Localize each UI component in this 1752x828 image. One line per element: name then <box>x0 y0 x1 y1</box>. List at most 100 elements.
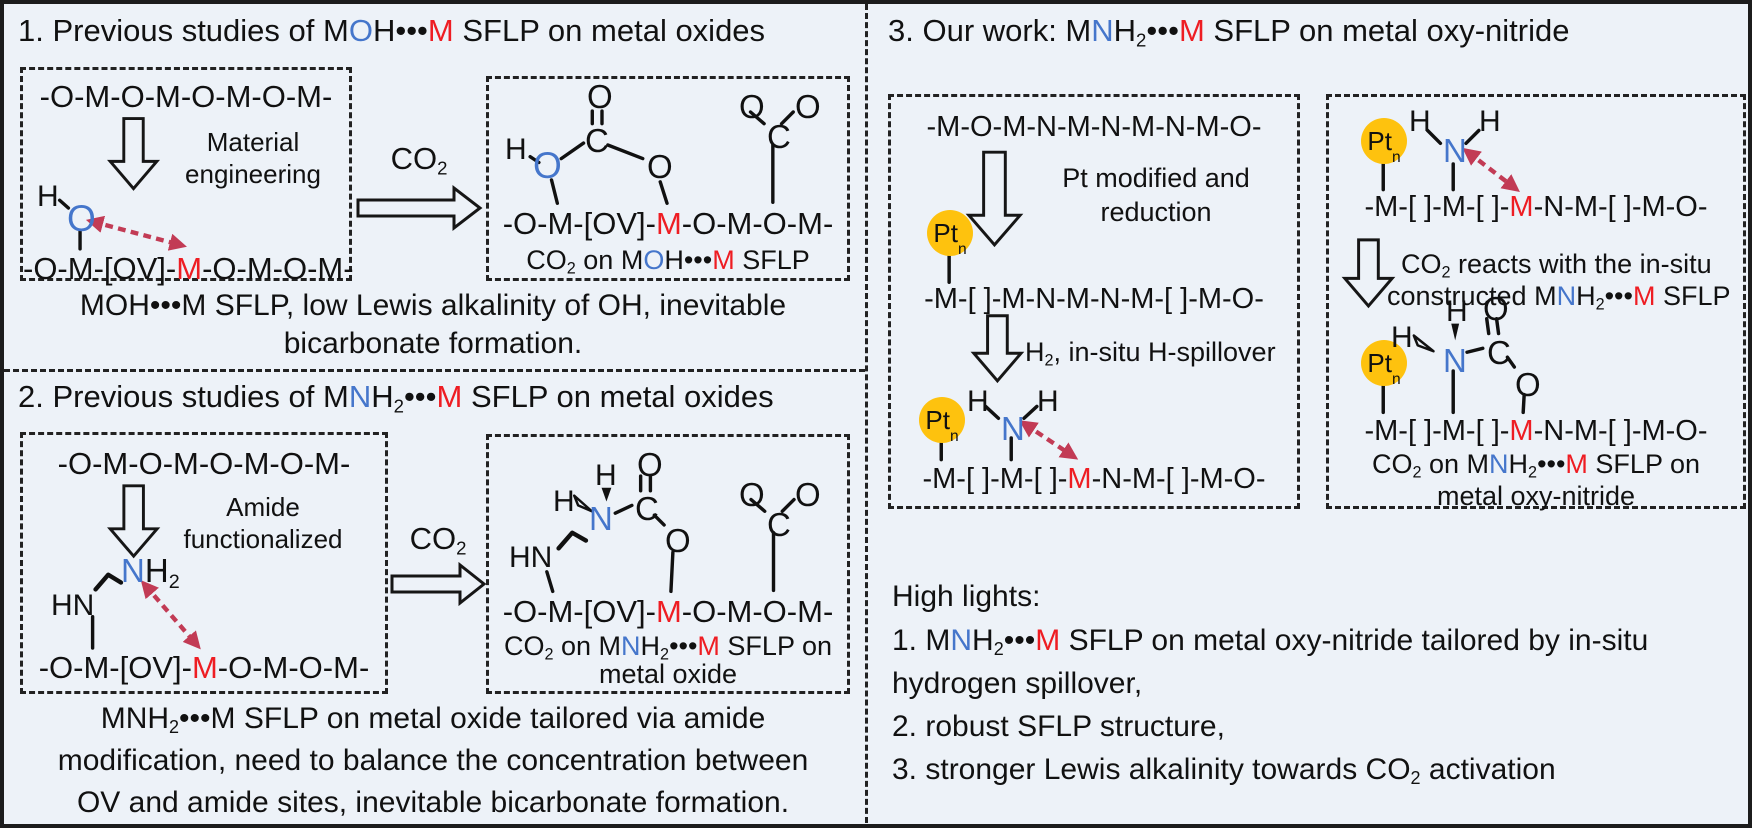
carbon-atom: C <box>767 118 791 155</box>
product-caption: CO2 on MNH2•••M SFLP on <box>504 631 832 664</box>
highlights-title: High lights: <box>892 580 1041 613</box>
lattice-chain-ov: -O-M-[OV]-M-O-M-O-M- <box>502 206 834 241</box>
carbon-atom: C <box>767 506 791 543</box>
highlight-item: hydrogen spillover, <box>892 667 1143 700</box>
oxygen-atom: O <box>795 88 821 125</box>
sflp-chain: -M-[ ]-M-[ ]-M-N-M-[ ]-M-O- <box>922 463 1266 495</box>
lewis-pair-interaction-arrow <box>140 580 201 650</box>
panel2-summary: MNH2•••M SFLP on metal oxide tailored vi… <box>100 702 766 738</box>
nitrogen-atom: N <box>589 500 613 537</box>
panel3-process-box: -M-O-M-N-M-N-M-N-M-O- Pt modified and re… <box>888 94 1300 509</box>
arrow-label: CO2 reacts with the in-situ <box>1401 249 1712 282</box>
down-block-arrow-icon <box>107 117 161 191</box>
hydrogen-atom: H <box>505 133 527 166</box>
oxynitride-chain: -M-O-M-N-M-N-M-N-M-O- <box>926 111 1262 143</box>
lattice-chain: -O-M-O-M-O-M-O-M- <box>57 446 351 481</box>
n-c-bond <box>1465 346 1485 354</box>
panel1-product-bonds-layer <box>528 109 795 205</box>
oxygen-atom: O <box>795 476 821 513</box>
o-m-bond <box>669 550 675 594</box>
hydroxyl-oxygen-atom: O <box>67 198 96 239</box>
arrow-label: constructed MNH2•••M SFLP <box>1387 281 1731 314</box>
o-m-bond <box>1521 392 1526 415</box>
co2-label: CO2 <box>390 141 448 179</box>
amine-hn-group: HN <box>509 541 553 574</box>
co2-label: CO2 <box>409 521 467 559</box>
oxygen-atom: O <box>739 88 765 125</box>
oxygen-atom: O <box>1515 366 1541 403</box>
nitrogen-atom: N <box>1443 132 1467 169</box>
panel2-summary: OV and amide sites, inevitable bicarbona… <box>76 786 790 819</box>
down-block-arrow-icon <box>965 150 1024 248</box>
panel3-product-bonds-layer <box>1341 128 1526 415</box>
carbon-atom: C <box>585 122 609 159</box>
h-o-bond <box>57 198 71 210</box>
pt-modified-chain: -M-[ ]-M-N-M-N-M-[ ]-M-O- <box>924 283 1264 315</box>
arrow-label: reduction <box>1100 197 1212 227</box>
arrow-label: engineering <box>185 159 321 189</box>
o-c-bond <box>559 141 586 161</box>
panel3-product-box: Ptn H H N -M-[ ]-M-[ ]-M-N-M-[ ]-M-O- CO… <box>1326 94 1746 511</box>
hydrogen-atom: H <box>37 180 59 213</box>
down-block-arrow-icon <box>970 314 1025 384</box>
horizontal-panel-divider <box>4 369 865 372</box>
hollow-wedge-bond <box>572 494 594 513</box>
hydroxyl-oxygen-atom: O <box>533 145 562 186</box>
h-n-bond <box>1425 128 1443 146</box>
lattice-chain: -O-M-O-M-O-M-O-M- <box>39 79 333 114</box>
panel3-process-bonds-layer <box>939 150 1079 462</box>
hydrogen-atom: H <box>1391 321 1413 354</box>
vertical-panel-divider <box>865 4 868 824</box>
pt-cluster-badge: Ptn <box>1361 118 1407 166</box>
sflp-chain: -M-[ ]-M-[ ]-M-N-M-[ ]-M-O- <box>1364 191 1708 223</box>
panel2-summary: modification, need to balance the concen… <box>57 744 809 777</box>
oxygen-atom: O <box>665 522 691 559</box>
down-block-arrow-icon <box>107 484 161 559</box>
right-block-arrow-icon <box>390 562 487 606</box>
arrow-label: functionalized <box>183 524 343 554</box>
lewis-pair-interaction-arrow <box>85 215 187 251</box>
panel2-reactant-box: -O-M-O-M-O-M-O-M- Amide functionalized H… <box>20 432 388 694</box>
alkyl-zigzag-bond <box>556 530 589 551</box>
nitrogen-atom: N <box>1443 342 1467 379</box>
panel1-summary: bicarbonate formation. <box>283 327 583 360</box>
c-o-double-bond <box>1494 317 1501 336</box>
amine-nh2-group: NH2 <box>121 552 180 593</box>
o-m-bond <box>549 178 560 205</box>
hydrogen-atom: H <box>595 459 617 492</box>
arrow-label: Material <box>206 127 300 157</box>
panel1-reactant-bonds-layer <box>57 117 187 251</box>
panel2-reactant-bonds-layer <box>90 484 201 650</box>
panel1-reactant-box: -O-M-O-M-O-M-O-M- Material engineering H… <box>20 67 354 286</box>
alkyl-zigzag-bond <box>93 572 124 592</box>
o-c-bond <box>748 110 766 126</box>
lattice-chain-ov: -O-M-[OV]-M-O-M-O-M- <box>502 594 834 629</box>
hydrogen-atom: H <box>967 385 989 418</box>
highlight-item: 2. robust SFLP structure, <box>892 710 1225 743</box>
h-n-bond <box>1464 128 1481 146</box>
lattice-chain-ov: -O-M-[OV]-M-O-M-O-M- <box>38 650 370 685</box>
highlight-item: 1. MNH2•••M SFLP on metal oxy-nitride ta… <box>892 624 1649 660</box>
carbon-atom: C <box>635 490 659 527</box>
panel1-title: 1. Previous studies of MOH•••M SFLP on m… <box>18 13 766 48</box>
h-o-bond <box>528 154 541 165</box>
hydrogen-atom: H <box>553 485 575 518</box>
oxygen-atom: O <box>1483 290 1509 327</box>
n-m-bond <box>545 570 555 594</box>
pt-cluster-badge: Ptn <box>927 210 973 258</box>
arrow-label: H2, in-situ H-spillover <box>1025 337 1276 370</box>
panel1-product-box: H O C O O O C O -O-M-[OV]-M-O-M-O-M- CO2… <box>486 76 850 281</box>
panel2-product-bonds-layer <box>545 474 796 594</box>
right-block-arrow-icon <box>356 184 483 232</box>
nitrogen-atom: N <box>1001 410 1025 447</box>
lewis-pair-interaction-arrow <box>1462 147 1520 192</box>
h-n-bond <box>983 404 1001 420</box>
carbon-atom: C <box>1487 334 1511 371</box>
product-caption: metal oxy-nitride <box>1436 481 1636 511</box>
o-c-bond <box>749 497 767 513</box>
c-o-double-bond <box>1484 317 1491 336</box>
panel1-summary: MOH•••M SFLP, low Lewis alkalinity of OH… <box>79 289 787 322</box>
filled-wedge-bond <box>1451 323 1460 341</box>
hydrogen-atom: H <box>1479 105 1501 138</box>
